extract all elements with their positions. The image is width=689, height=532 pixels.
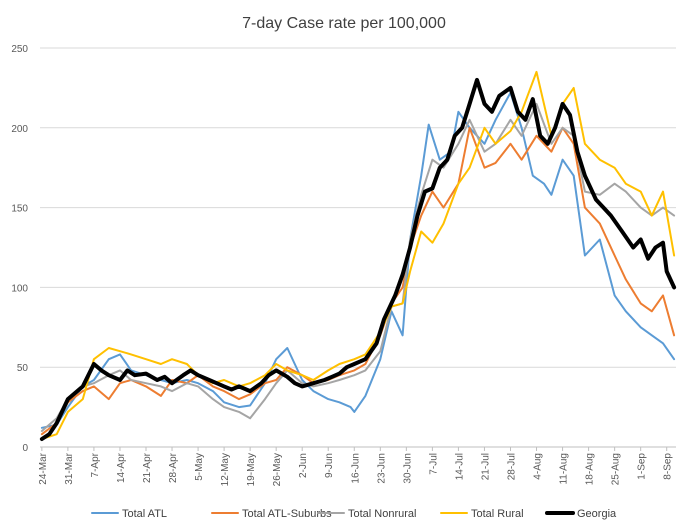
series-lines [39,70,677,441]
x-tick-label: 5-May [194,453,205,481]
y-tick-label: 0 [22,443,28,454]
legend-label-total-atl: Total ATL [122,508,167,520]
gridlines [40,47,676,448]
x-tick-label: 24-Mar [38,452,49,484]
y-tick-label: 150 [11,204,28,215]
x-tick-label: 2-Jun [298,453,309,478]
x-tick-label: 25-Aug [611,453,622,485]
x-tick-label: 21-Jul [480,453,491,480]
series-line-total-rural [40,70,676,440]
x-tick-label: 18-Aug [585,453,596,485]
x-tick-label: 23-Jun [376,453,387,484]
x-tick-label: 9-Jun [324,453,335,478]
x-tick-label: 1-Sep [637,453,648,480]
series-line-georgia [39,77,677,441]
y-tick-label: 100 [11,283,28,294]
series-line-total-atl-suburbs [40,126,676,436]
x-tick-label: 16-Jun [350,453,361,484]
series-line-total-nonrural [40,102,676,432]
x-tick-label: 30-Jun [402,453,413,484]
legend-label-total-atl-suburbs: Total ATL-Suburbs [242,508,332,520]
x-tick-label: 19-May [246,453,257,486]
chart-title: 7-day Case rate per 100,000 [242,15,446,32]
x-tick-label: 21-Apr [142,452,153,483]
y-tick-label: 50 [17,363,29,374]
x-tick-label: 14-Apr [116,452,127,483]
x-tick-label: 28-Jul [506,453,517,480]
x-tick-label: 7-Jul [428,453,439,475]
x-tick-label: 31-Mar [64,452,75,484]
y-tick-label: 250 [11,44,28,55]
legend-label-total-nonrural: Total Nonrural [348,508,416,520]
x-tick-label: 26-May [272,453,283,486]
x-tick-label: 14-Jul [454,453,465,480]
legend-label-total-rural: Total Rural [471,508,524,520]
x-tick-label: 28-Apr [168,452,179,483]
x-tick-label: 12-May [220,453,231,486]
legend-label-georgia: Georgia [577,508,617,520]
series-line-total-atl [40,91,676,429]
x-tick-label: 8-Sep [663,453,674,480]
y-axis: 0 50 100 150 200 250 [11,44,28,454]
x-tick-label: 11-Aug [559,453,570,485]
legend: Total ATL Total ATL-Suburbs Total Nonrural… [91,508,617,520]
x-tick-label: 7-Apr [90,452,101,477]
y-tick-label: 200 [11,124,28,135]
x-tick-label: 4-Aug [533,453,544,480]
x-axis: 24-Mar 31-Mar 7-Apr 14-Apr 21-Apr 28-Apr 5-May… [38,446,676,486]
